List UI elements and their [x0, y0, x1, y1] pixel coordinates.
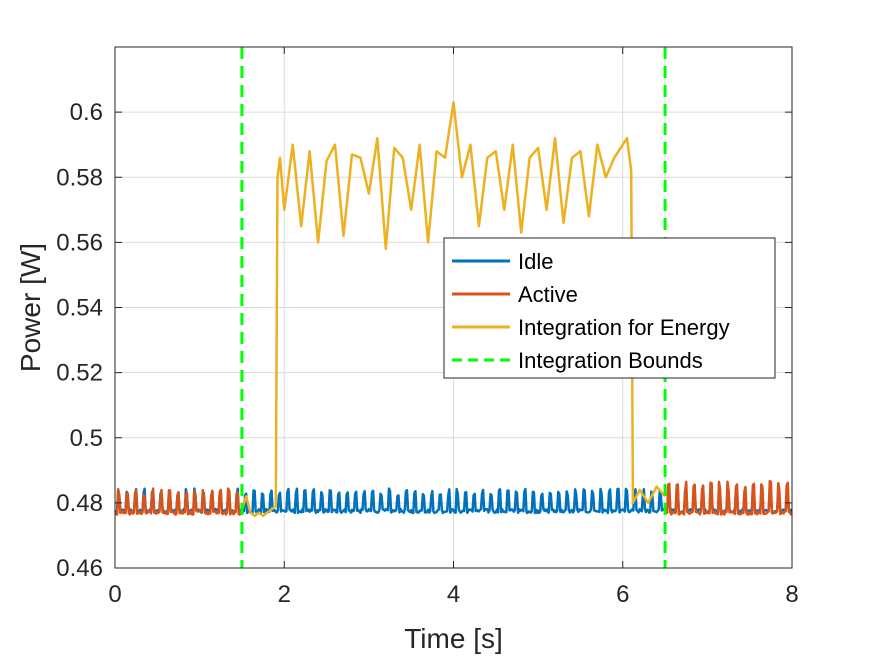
axes-frame	[114, 46, 793, 569]
y-tick-label-4: 0.54	[56, 295, 103, 322]
y-tick-label-6: 0.58	[56, 164, 103, 191]
y-tick-label-1: 0.48	[56, 490, 103, 517]
series-active-line-0	[114, 487, 244, 516]
tick-labels: 0 2 4 6 8 0.46 0.48 0.5 0.52 0.54 0.56 0.58 0.6	[56, 99, 798, 608]
x-tick-label-0: 0	[108, 581, 121, 608]
series-active-line-1	[663, 479, 793, 516]
x-tick-label-2: 4	[447, 581, 460, 608]
series-layer	[114, 47, 793, 568]
legend-label-2: Integration for Energy	[518, 315, 730, 340]
y-axis-label: Power [W]	[15, 243, 46, 372]
y-tick-label-5: 0.56	[56, 229, 103, 256]
y-tick-label-0: 0.46	[56, 555, 103, 582]
x-tick-label-3: 6	[616, 581, 629, 608]
legend-label-3: Integration Bounds	[518, 348, 703, 373]
legend-label-0: Idle	[518, 249, 553, 274]
x-tick-label-4: 8	[785, 581, 798, 608]
y-tick-label-2: 0.5	[70, 425, 103, 452]
x-axis-label: Time [s]	[404, 623, 503, 654]
y-tick-label-7: 0.6	[70, 99, 103, 126]
legend: Idle Active Integration for Energy Integrat…	[443, 237, 776, 379]
y-tick-label-3: 0.52	[56, 360, 103, 387]
legend-label-1: Active	[518, 282, 578, 307]
series-integration-line	[240, 101, 667, 518]
x-tick-label-1: 2	[278, 581, 291, 608]
